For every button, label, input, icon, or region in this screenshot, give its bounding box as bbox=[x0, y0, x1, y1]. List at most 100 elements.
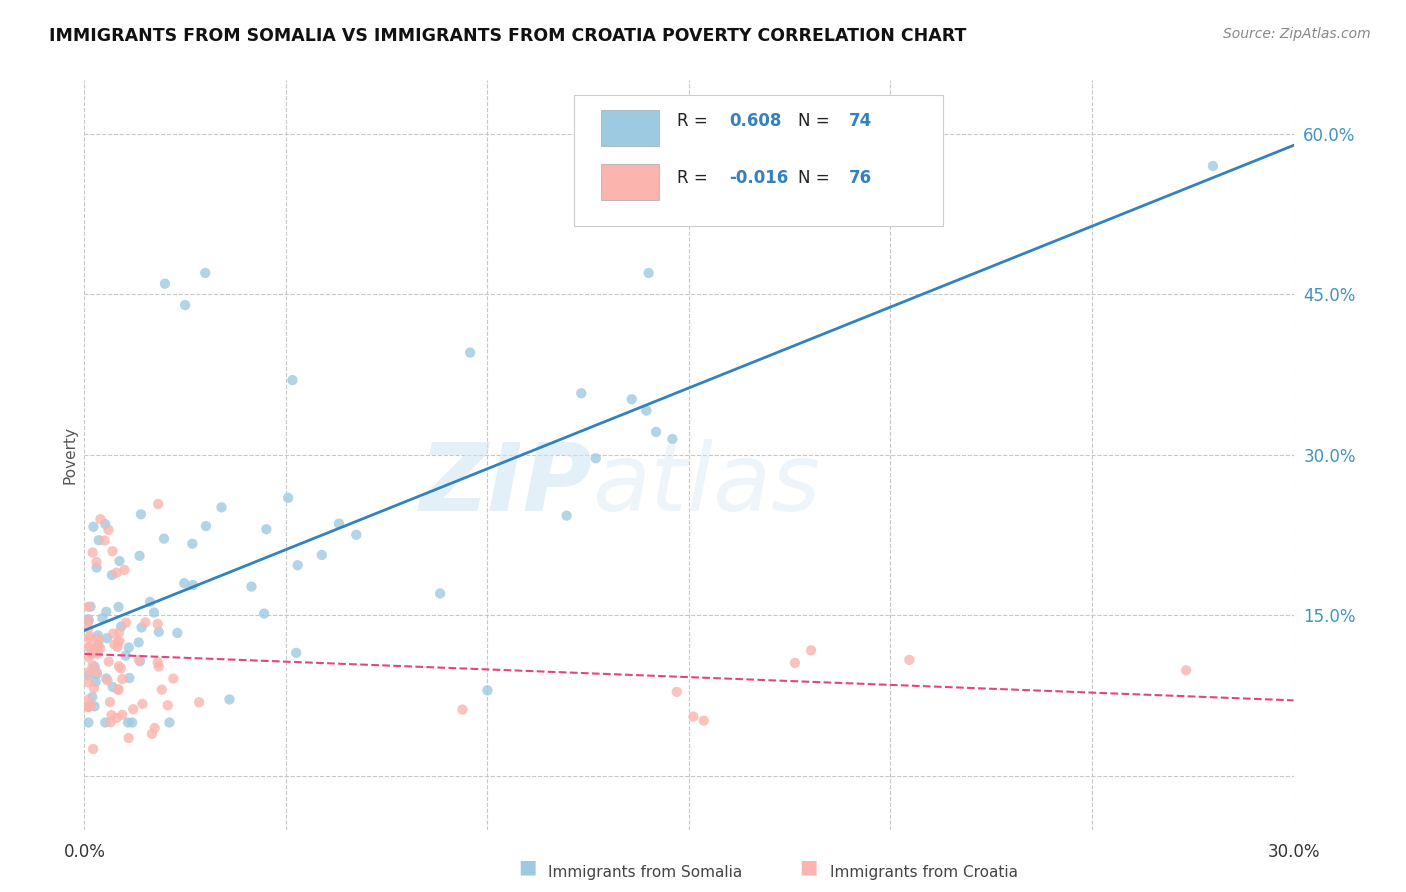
Point bbox=[82, 690, 104, 704]
Point bbox=[115, 615, 138, 630]
Point bbox=[101, 568, 124, 582]
Text: Immigrants from Somalia: Immigrants from Somalia bbox=[548, 865, 742, 880]
Point bbox=[77, 640, 100, 654]
Point bbox=[77, 650, 100, 665]
Point bbox=[128, 653, 150, 667]
Point bbox=[682, 709, 704, 723]
Point bbox=[783, 656, 806, 670]
Point bbox=[107, 682, 129, 697]
Point bbox=[121, 715, 143, 730]
Point bbox=[128, 549, 150, 563]
Point bbox=[143, 606, 166, 620]
Point bbox=[91, 611, 114, 625]
Point bbox=[156, 698, 179, 713]
Point bbox=[110, 661, 132, 675]
Point bbox=[77, 692, 100, 706]
Point bbox=[96, 672, 118, 686]
Point bbox=[194, 519, 217, 533]
Point bbox=[287, 558, 309, 573]
Point bbox=[117, 715, 139, 730]
Point bbox=[79, 640, 101, 654]
Point bbox=[162, 672, 184, 686]
Point bbox=[181, 578, 204, 592]
Point bbox=[96, 673, 118, 688]
Point bbox=[87, 628, 110, 642]
Point bbox=[93, 533, 115, 548]
Point bbox=[79, 599, 101, 614]
Point bbox=[477, 683, 499, 698]
Point bbox=[254, 522, 277, 536]
Point bbox=[118, 640, 141, 655]
Point bbox=[181, 537, 204, 551]
Point bbox=[86, 632, 108, 647]
Point bbox=[131, 697, 153, 711]
Point bbox=[77, 699, 100, 714]
Point bbox=[94, 715, 117, 730]
Point bbox=[143, 721, 166, 735]
Point bbox=[117, 731, 139, 745]
Point bbox=[665, 685, 688, 699]
Point bbox=[97, 523, 120, 537]
Point bbox=[82, 658, 104, 673]
Point bbox=[253, 607, 276, 621]
Point bbox=[108, 634, 131, 648]
Text: Source: ZipAtlas.com: Source: ZipAtlas.com bbox=[1223, 27, 1371, 41]
Point bbox=[111, 707, 134, 722]
Point bbox=[100, 708, 122, 723]
Point bbox=[153, 532, 176, 546]
Text: ■: ■ bbox=[517, 857, 537, 876]
Text: ■: ■ bbox=[799, 857, 818, 876]
Point bbox=[585, 451, 607, 466]
FancyBboxPatch shape bbox=[600, 164, 659, 200]
Point bbox=[173, 576, 195, 591]
Point bbox=[77, 613, 100, 627]
Point bbox=[114, 563, 136, 577]
Point bbox=[105, 566, 128, 580]
Point bbox=[1202, 159, 1225, 173]
Point bbox=[101, 626, 124, 640]
Text: atlas: atlas bbox=[592, 440, 821, 531]
Point bbox=[83, 699, 105, 714]
Y-axis label: Poverty: Poverty bbox=[62, 425, 77, 484]
Point bbox=[311, 548, 333, 562]
Point bbox=[128, 635, 150, 649]
Point bbox=[82, 742, 104, 756]
Point bbox=[77, 599, 100, 614]
Point bbox=[101, 544, 124, 558]
Point bbox=[328, 516, 350, 531]
Point bbox=[281, 373, 304, 387]
Point bbox=[118, 671, 141, 685]
Point bbox=[105, 711, 128, 725]
Point bbox=[166, 626, 188, 640]
Text: 0.608: 0.608 bbox=[728, 112, 782, 130]
Point bbox=[1175, 664, 1198, 678]
Point bbox=[211, 500, 233, 515]
Point bbox=[107, 635, 129, 649]
Point bbox=[87, 638, 110, 652]
Point bbox=[103, 638, 125, 652]
Point bbox=[89, 512, 111, 526]
Point bbox=[86, 647, 108, 661]
Point bbox=[87, 533, 110, 548]
Point bbox=[77, 632, 100, 646]
Point bbox=[77, 715, 100, 730]
Point bbox=[108, 659, 131, 673]
Point bbox=[82, 545, 104, 559]
Point bbox=[98, 695, 121, 709]
Point bbox=[96, 605, 118, 619]
Point bbox=[429, 586, 451, 600]
Point bbox=[693, 714, 716, 728]
Point bbox=[96, 631, 118, 645]
Point bbox=[148, 659, 170, 673]
Point bbox=[569, 386, 592, 401]
Point bbox=[194, 266, 217, 280]
Point bbox=[83, 659, 105, 673]
Point bbox=[131, 620, 153, 634]
Point bbox=[77, 668, 100, 682]
Point bbox=[108, 625, 131, 640]
Point bbox=[107, 599, 129, 614]
Point bbox=[77, 699, 100, 714]
Point bbox=[153, 277, 176, 291]
Point bbox=[146, 656, 169, 670]
Text: N =: N = bbox=[797, 112, 835, 130]
